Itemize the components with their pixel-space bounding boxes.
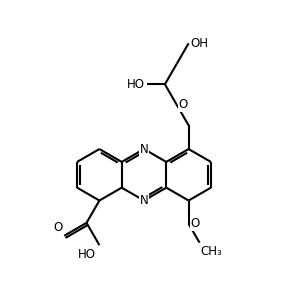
Text: O: O (53, 221, 62, 234)
Text: O: O (191, 217, 200, 230)
Text: CH₃: CH₃ (200, 244, 222, 258)
Text: HO: HO (77, 248, 95, 261)
Text: OH: OH (191, 37, 209, 50)
Text: N: N (140, 143, 148, 155)
Text: N: N (140, 194, 148, 207)
Text: O: O (179, 98, 188, 111)
Text: HO: HO (127, 78, 145, 91)
